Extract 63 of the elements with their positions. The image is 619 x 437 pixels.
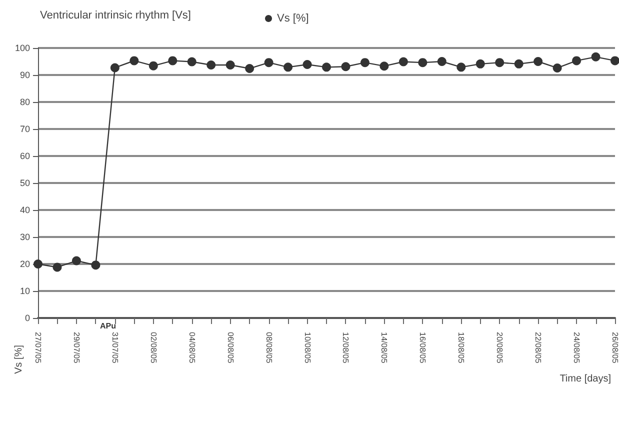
point (264, 58, 274, 68)
y-tick-label: 30 (20, 232, 30, 242)
x-tick-label: 14/08/05 (380, 332, 389, 364)
legend-label: Vs [%] (277, 12, 309, 24)
point (360, 58, 370, 68)
y-tick-label: 20 (20, 259, 30, 269)
point (552, 63, 562, 72)
y-tick-label: 90 (20, 70, 30, 80)
y-tick-label: 0 (24, 313, 30, 323)
y-tick-label: 60 (20, 151, 30, 161)
point (206, 60, 216, 70)
point (52, 262, 62, 272)
x-tick-label: 22/08/05 (534, 332, 543, 364)
chart-title: Ventricular intrinsic rhythm [Vs] (40, 10, 191, 22)
point (284, 62, 293, 72)
y-tick-label: 100 (14, 43, 30, 53)
point (322, 62, 331, 72)
x-tick-label: 12/08/05 (341, 332, 350, 364)
point (398, 57, 408, 66)
point (456, 62, 466, 72)
point (418, 58, 428, 68)
x-tick-label: 20/08/05 (495, 332, 504, 364)
x-tick-label: 16/08/05 (418, 332, 428, 364)
y-tick-label: 40 (20, 205, 30, 215)
y-tick-label: 80 (20, 97, 30, 107)
point (91, 260, 100, 270)
point (572, 56, 582, 66)
x-tick-label: 18/08/05 (456, 332, 466, 364)
point (302, 60, 312, 69)
text: APu (100, 322, 116, 330)
x-tick-label: 29/07/05 (72, 332, 81, 364)
x-tick-label: 26/08/05 (610, 332, 619, 364)
x-tick-label: 10/08/05 (302, 332, 312, 364)
point (168, 56, 178, 66)
point (437, 57, 446, 66)
point (130, 56, 139, 66)
y-tick-label: 70 (20, 124, 30, 134)
x-tick-label: 04/08/05 (187, 332, 196, 364)
x-axis-title: Time [days] (560, 374, 612, 384)
point (187, 57, 196, 66)
point (534, 57, 543, 66)
x-tick-label: 31/07/05 (110, 332, 120, 364)
point (591, 52, 600, 62)
point (34, 260, 42, 268)
point (245, 64, 254, 74)
y-tick-label: 10 (20, 286, 30, 296)
point (72, 256, 81, 266)
point (495, 58, 504, 68)
point (610, 56, 619, 66)
point (226, 60, 235, 70)
point (514, 59, 524, 68)
point (380, 62, 389, 71)
point (476, 59, 485, 68)
point (148, 61, 158, 70)
y-axis-title: Vs [%] (14, 344, 24, 374)
x-tick-label: 02/08/05 (148, 332, 158, 364)
y-tick-label: 50 (20, 178, 30, 188)
x-tick-label: 24/08/05 (572, 332, 582, 364)
x-tick-label: 27/07/05 (34, 332, 42, 364)
x-tick-label: 06/08/05 (226, 332, 235, 364)
point (341, 62, 350, 72)
point (110, 63, 120, 72)
x-tick-label: 08/08/05 (264, 332, 274, 364)
